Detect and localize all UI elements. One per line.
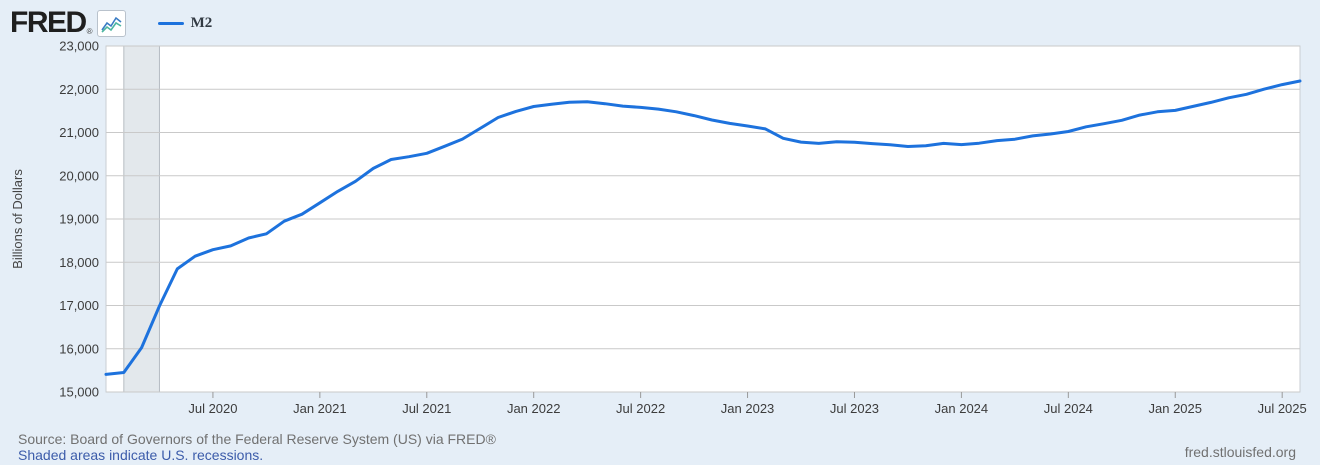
chart-footer: Source: Board of Governors of the Federa… [18, 431, 496, 463]
svg-text:Jul 2024: Jul 2024 [1044, 401, 1093, 416]
svg-text:Jan 2021: Jan 2021 [293, 401, 347, 416]
fred-logo-text: FRED [10, 6, 87, 39]
svg-text:20,000: 20,000 [59, 168, 99, 183]
fred-logo: FRED ® [10, 6, 126, 39]
y-axis-title: Billions of Dollars [10, 169, 25, 269]
svg-text:Jan 2024: Jan 2024 [935, 401, 989, 416]
m2-line-chart: Billions of Dollars 23,000 22,000 21,000 20… [10, 39, 1307, 417]
chart-header: FRED ® M2 [10, 6, 212, 40]
legend-line-swatch [157, 21, 184, 25]
svg-text:Jan 2022: Jan 2022 [507, 401, 561, 416]
svg-text:21,000: 21,000 [59, 125, 99, 140]
svg-text:16,000: 16,000 [59, 341, 99, 356]
fred-sparkline-icon [96, 10, 126, 37]
svg-text:Jul 2025: Jul 2025 [1258, 401, 1307, 416]
svg-text:Jul 2020: Jul 2020 [188, 401, 237, 416]
svg-text:Jul 2022: Jul 2022 [616, 401, 665, 416]
svg-text:17,000: 17,000 [59, 298, 99, 313]
fred-site-url: fred.stlouisfed.org [1184, 444, 1296, 460]
svg-text:Jan 2023: Jan 2023 [721, 401, 775, 416]
source-attribution: Source: Board of Governors of the Federa… [18, 431, 496, 447]
svg-text:Jan 2025: Jan 2025 [1149, 401, 1203, 416]
svg-text:22,000: 22,000 [59, 82, 99, 97]
series-legend[interactable]: M2 [157, 14, 213, 32]
svg-text:19,000: 19,000 [59, 212, 99, 227]
legend-series-label: M2 [190, 14, 213, 31]
registered-mark: ® [86, 27, 93, 36]
svg-text:23,000: 23,000 [59, 39, 99, 54]
svg-text:18,000: 18,000 [59, 255, 99, 270]
svg-text:Jul 2021: Jul 2021 [402, 401, 451, 416]
recession-shading-link[interactable]: Shaded areas indicate U.S. recessions. [18, 447, 264, 463]
svg-text:15,000: 15,000 [59, 385, 99, 400]
svg-text:Jul 2023: Jul 2023 [830, 401, 879, 416]
